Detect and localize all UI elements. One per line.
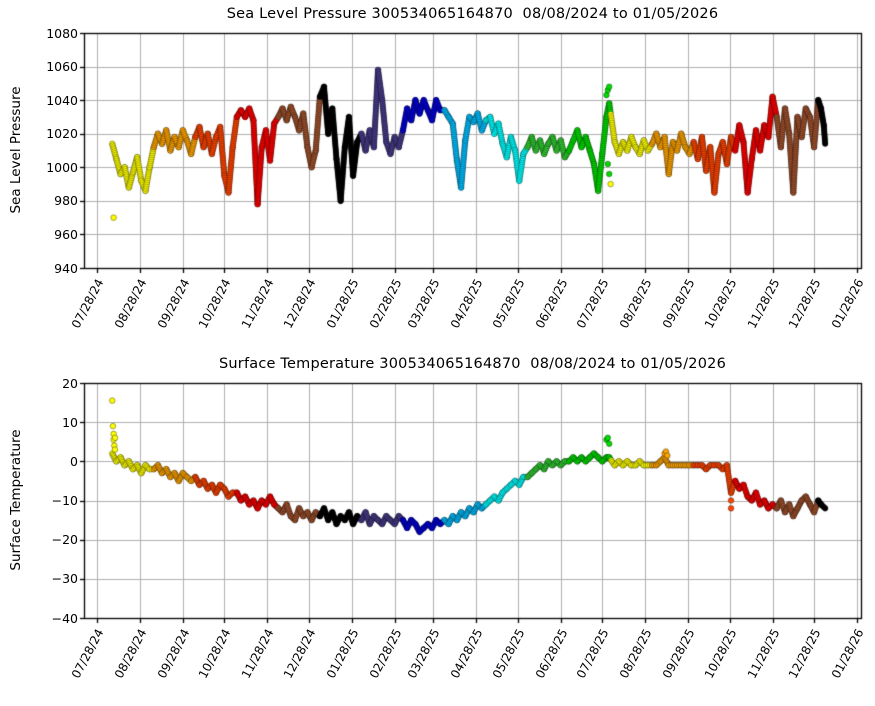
temperature-chart-title: Surface Temperature 300534065164870 08/0… — [218, 356, 727, 372]
y-tick-label: 980 — [54, 193, 78, 209]
y-tick-label: 940 — [54, 260, 78, 276]
y-tick-label: −10 — [51, 493, 78, 508]
y-tick-label: 20 — [62, 375, 78, 391]
y-tick-label: 1040 — [46, 92, 78, 108]
pressure-chart-title: Sea Level Pressure 300534065164870 08/08… — [226, 6, 719, 22]
y-tick-label: 1000 — [46, 159, 78, 175]
y-tick-label: 960 — [54, 226, 78, 242]
pressure-y-axis-label: Sea Level Pressure — [8, 86, 24, 214]
y-tick-label: −30 — [51, 571, 78, 587]
temperature-plot-canvas — [0, 350, 875, 700]
surface-temperature-chart: Surface Temperature 300534065164870 08/0… — [0, 350, 875, 700]
y-tick-label: −20 — [51, 532, 78, 548]
sea-level-pressure-chart: Sea Level Pressure 300534065164870 08/08… — [0, 0, 875, 350]
y-tick-label: 0 — [70, 453, 78, 469]
y-tick-label: −40 — [51, 610, 78, 626]
y-tick-label: 10 — [62, 414, 78, 430]
y-tick-label: 1020 — [46, 126, 78, 142]
y-tick-label: 1060 — [46, 59, 78, 75]
y-tick-label: 1080 — [46, 25, 78, 41]
pressure-plot-canvas — [0, 0, 875, 350]
temperature-y-axis-label: Surface Temperature — [8, 429, 24, 571]
